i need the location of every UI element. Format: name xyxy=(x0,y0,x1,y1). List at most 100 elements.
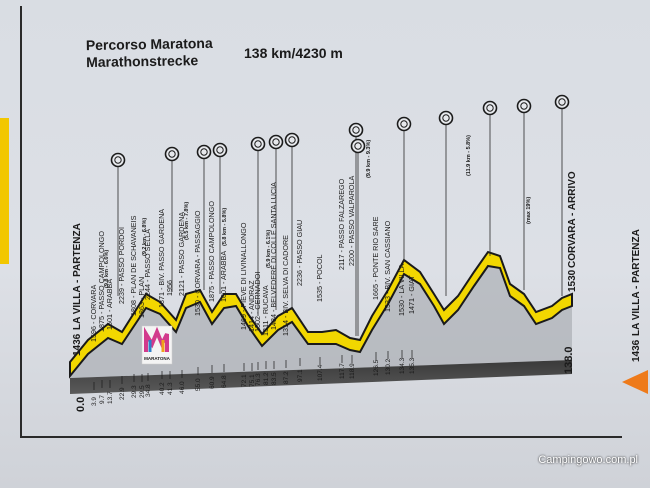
km-labels: 3.9 9.7 13.7 22.9 29.3 29.5 34.8 40.2 41.3 46.0 55… xyxy=(91,357,416,406)
pass-marker-icon xyxy=(212,142,228,158)
start-name: LA VILLA - PARTENZA xyxy=(72,223,83,330)
waypoint-label: 1311 - RUCAVA xyxy=(261,285,270,336)
pass-marker-inner xyxy=(272,138,280,146)
pass-marker-icon xyxy=(164,146,180,162)
route-distance: 138 km/4230 m xyxy=(244,45,343,61)
waypoint-label: 2117 - PASSO FALZAREGO xyxy=(337,178,346,270)
pass-marker-inner xyxy=(520,102,528,110)
waypoint-km: 134.3 xyxy=(399,357,406,374)
grade-note: (9.2 km - 6.8%) xyxy=(142,218,148,256)
waypoint-label: 1871 - BIV. PASSO GARDENA xyxy=(157,209,166,308)
grade-note: (9.8 km - 6.6%) xyxy=(104,250,110,288)
waypoint-label: 1530 - CORVARA - PASSAGGIO xyxy=(193,210,202,316)
waypoint-label: 2244 - PASSO SELLA xyxy=(143,229,152,300)
grade-note: (5.8 km - 5.8%) xyxy=(222,208,228,246)
pass-marker-inner xyxy=(442,114,450,122)
waypoint-km: 126.5 xyxy=(373,359,380,376)
pass-marker-icon xyxy=(348,122,364,138)
maratona-logo: MARATONA xyxy=(141,325,173,365)
waypoint-label: 2239 - PASSO PORDOI xyxy=(117,227,126,304)
waypoint-label: 1875 - PASSO CAMPOLONGO xyxy=(97,231,106,332)
right-edge-elevation: 1436 xyxy=(631,339,642,362)
grade-note: (5.5 km - 7.8%) xyxy=(184,202,190,240)
start-km: 0.0 xyxy=(75,397,87,412)
waypoint-km: 130.2 xyxy=(385,358,392,375)
pass-marker-icon xyxy=(196,144,212,160)
waypoint-label: 1863 - PLAN xyxy=(137,277,146,318)
waypoint-km: 135.3 xyxy=(409,357,416,374)
pass-marker-icon xyxy=(250,136,266,152)
profile-shadow xyxy=(70,258,572,378)
pass-marker-inner xyxy=(216,146,224,154)
waypoint-km: 64.8 xyxy=(221,375,228,388)
pass-marker-inner xyxy=(254,140,262,148)
waypoint-km: 22.9 xyxy=(119,387,126,400)
pass-marker-icon xyxy=(110,152,126,168)
waypoint-label: 1414 - ANDRAZ xyxy=(247,280,256,332)
waypoint-label: 1875 - PASSO CAMPOLONGO xyxy=(207,201,216,302)
waypoint-km: 107.4 xyxy=(317,364,324,381)
waypoint-label: 1665 - PONTE RIO SARE xyxy=(371,216,380,300)
km-band xyxy=(70,360,572,394)
waypoint-km: 41.3 xyxy=(167,382,174,395)
right-edge-name: LA VILLA - PARTENZA xyxy=(631,229,642,336)
waypoint-markers xyxy=(110,94,570,336)
profile-band xyxy=(69,250,573,379)
waypoint-label: 1596 - CORVARA xyxy=(89,285,98,342)
pass-marker-icon xyxy=(268,134,284,150)
waypoint-km: 46.0 xyxy=(179,381,186,394)
waypoint-label: 1314 - BIV. SELVA DI CADORE xyxy=(281,235,290,336)
waypoint-km: 13.7 xyxy=(107,391,114,404)
pass-marker-inner xyxy=(558,98,566,106)
pass-marker-inner xyxy=(352,126,360,134)
waypoint-labels: 1596 - CORVARA 1875 - PASSO CAMPOLONGO 160… xyxy=(89,135,532,342)
waypoint-label: 2200 - PASSO VALPAROLA xyxy=(347,176,356,266)
pass-marker-inner xyxy=(114,156,122,164)
waypoint-label: 1601 - ARABBA xyxy=(219,251,228,302)
waypoint-label: 1502 - CERNADOI xyxy=(253,272,262,332)
waypoint-km: 34.8 xyxy=(145,384,152,397)
pass-marker-icon xyxy=(350,138,366,154)
km-ticks xyxy=(93,350,413,390)
waypoint-km: 97.1 xyxy=(297,369,304,382)
waypoint-label: 1469 - PIEVE DI LIVINALLONGO xyxy=(239,222,248,330)
sign-border xyxy=(20,6,622,438)
waypoint-label: 2121 - PASSO GARDENA xyxy=(177,212,186,296)
pass-marker-inner xyxy=(354,142,362,150)
waypoint-km: 83.5 xyxy=(271,372,278,385)
waypoint-km: 29.3 xyxy=(131,385,138,398)
pass-marker-icon xyxy=(482,100,498,116)
waypoint-label: 1601 - ARABBA xyxy=(105,279,114,330)
waypoint-label: 1956 xyxy=(165,280,174,296)
waypoint-km: 3.9 xyxy=(91,397,98,406)
waypoint-km: 76.3 xyxy=(255,373,262,386)
waypoint-km: 60.9 xyxy=(209,376,216,389)
pass-marker-inner xyxy=(400,120,408,128)
orange-arrow-icon xyxy=(622,370,648,394)
pass-marker-inner xyxy=(486,104,494,112)
waypoint-label: 2236 - PASSO GIAU xyxy=(295,220,304,286)
waypoint-label: 1533 - BIV. SAN CASSIANO xyxy=(383,220,392,312)
finish-elevation: 1530 xyxy=(567,269,578,292)
pass-marker-icon xyxy=(438,110,454,126)
waypoint-label: 1484 - BELVEDERE DI COLLE SANTA LUCIA xyxy=(269,182,278,330)
waypoint-km: 72.1 xyxy=(241,374,248,387)
waypoint-label: 1530 - LA VILLA xyxy=(397,263,406,316)
start-elevation: 1436 xyxy=(72,333,83,356)
watermark: Campingowo.com.pl xyxy=(538,454,638,466)
waypoint-label: 1471 - GIAT xyxy=(407,275,416,314)
pass-marker-inner xyxy=(168,150,176,158)
pass-marker-icon xyxy=(516,98,532,114)
grade-note: (max 19%) xyxy=(526,197,532,224)
waypoint-km: 9.7 xyxy=(99,395,106,404)
waypoint-km: 40.2 xyxy=(159,382,166,395)
logo-text: MARATONA xyxy=(144,356,171,361)
waypoint-label: 1808 - PLAN DE SCHAVANEIS xyxy=(129,215,138,316)
waypoint-km: 87.2 xyxy=(283,371,290,384)
grade-note: (5.9 km - 6.1%) xyxy=(266,230,272,268)
waypoint-km: 29.5 xyxy=(139,385,146,398)
pass-marker-icon xyxy=(554,94,570,110)
waypoint-label: 1535 - POCOL xyxy=(315,254,324,302)
pass-marker-icon xyxy=(396,116,412,132)
